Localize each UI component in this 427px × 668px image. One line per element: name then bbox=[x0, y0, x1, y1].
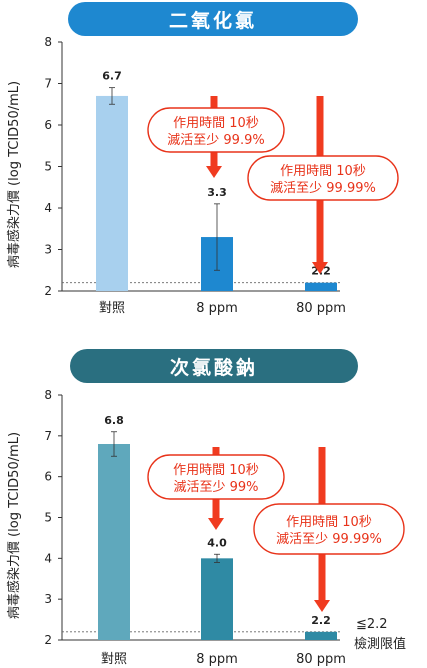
chart2-y-tick-label: 6 bbox=[44, 470, 52, 484]
chart1-bar-3 bbox=[305, 282, 337, 291]
chart2-y-tick-label: 3 bbox=[44, 592, 52, 606]
chart2-callout-line1-1: 作用時間 10秒 bbox=[173, 463, 259, 478]
chart2-callout-box-1 bbox=[147, 454, 285, 500]
chart-title-sodium-hypochlorite: 次氯酸鈉 bbox=[70, 349, 358, 383]
chart1-y-tick-label: 8 bbox=[44, 35, 52, 49]
chart1-arrow-head-2 bbox=[312, 262, 328, 274]
chart2-bar-1 bbox=[98, 444, 130, 640]
chart2-y-axis-label: 病毒感染力價 (log TCID50/mL) bbox=[6, 432, 22, 619]
chart2-value-label-1: 6.8 bbox=[104, 414, 124, 427]
chart1-y-tick-label: 4 bbox=[44, 201, 52, 215]
chart1-callout-box-1 bbox=[147, 107, 285, 153]
chart2-value-label-3: 2.2 bbox=[311, 614, 331, 627]
chart2-category-label-3: 80 ppm bbox=[296, 652, 346, 667]
chart2-callout-line2-1: 滅活至少 99% bbox=[173, 480, 258, 495]
chart1-y-tick-label: 2 bbox=[44, 284, 52, 298]
chart2-bar-3 bbox=[305, 631, 337, 640]
chart1-category-label-3: 80 ppm bbox=[296, 301, 346, 316]
chart-title-chlorine-dioxide: 二氧化氯 bbox=[68, 2, 358, 36]
chart1-bar-1 bbox=[96, 95, 128, 291]
chart2-callout-line1-2: 作用時間 10秒 bbox=[286, 515, 372, 530]
chart2-detection-limit-value: ≦2.2 bbox=[356, 617, 388, 632]
chart2-y-tick-label: 2 bbox=[44, 633, 52, 647]
chart1-y-tick-label: 5 bbox=[44, 160, 52, 174]
chart2-arrow-head-1 bbox=[208, 518, 224, 530]
chart1-y-tick-label: 6 bbox=[44, 118, 52, 132]
chart1-category-label-1: 對照 bbox=[99, 301, 125, 316]
chart2-value-label-2: 4.0 bbox=[207, 536, 227, 549]
chart2-category-label-2: 8 ppm bbox=[196, 652, 238, 667]
chart1-y-tick-label: 7 bbox=[44, 77, 52, 91]
chart1-callout-line2-1: 滅活至少 99.9% bbox=[167, 133, 264, 148]
chart1-value-label-2: 3.3 bbox=[207, 186, 227, 199]
chart2-detection-limit-label: 檢測限值 bbox=[354, 636, 406, 652]
chart1-callout-box-2 bbox=[247, 155, 399, 201]
chart2-arrow-head-2 bbox=[314, 600, 330, 612]
chart1-arrow-head-1 bbox=[206, 166, 222, 178]
chart2-y-tick-label: 5 bbox=[44, 511, 52, 525]
chart2-y-tick-label: 7 bbox=[44, 429, 52, 443]
chart1-callout-line1-1: 作用時間 10秒 bbox=[173, 116, 259, 131]
chart1-callout-line2-2: 滅活至少 99.99% bbox=[270, 181, 376, 196]
chart2-y-tick-label: 8 bbox=[44, 388, 52, 402]
chart1-y-axis-label: 病毒感染力價 (log TCID50/mL) bbox=[6, 81, 22, 268]
chart1-callout-line1-2: 作用時間 10秒 bbox=[280, 164, 366, 179]
chart2-category-label-1: 對照 bbox=[101, 652, 127, 667]
chart1-value-label-1: 6.7 bbox=[102, 70, 122, 83]
chart1-y-tick-label: 3 bbox=[44, 243, 52, 257]
chart2-callout-box-2 bbox=[253, 503, 405, 555]
chart2-callout-line2-2: 滅活至少 99.99% bbox=[276, 532, 382, 547]
chart1-category-label-2: 8 ppm bbox=[196, 301, 238, 316]
chart2-bar-2 bbox=[201, 558, 233, 640]
chart2-y-tick-label: 4 bbox=[44, 551, 52, 565]
